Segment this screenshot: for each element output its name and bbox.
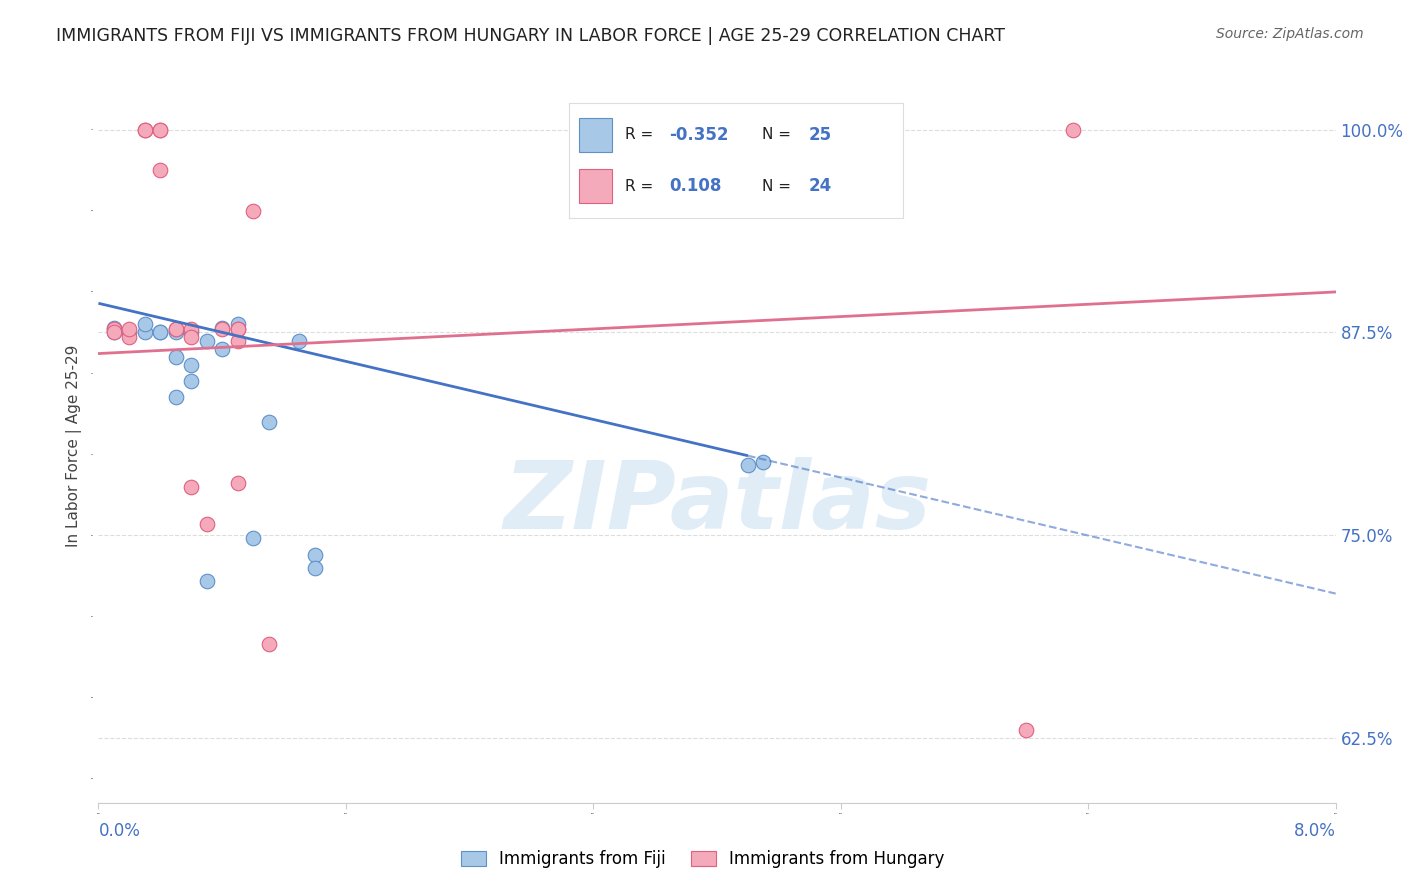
Point <box>103 326 125 340</box>
Point <box>226 322 249 336</box>
Point <box>226 334 249 348</box>
Point <box>226 476 249 491</box>
Point <box>180 479 202 493</box>
Point <box>165 390 187 404</box>
Point <box>242 203 264 218</box>
Point <box>149 163 172 178</box>
Point <box>149 326 172 340</box>
Point <box>180 358 202 372</box>
Point <box>134 326 156 340</box>
Point <box>103 322 125 336</box>
Point <box>134 122 156 136</box>
Point <box>195 334 218 348</box>
Text: IMMIGRANTS FROM FIJI VS IMMIGRANTS FROM HUNGARY IN LABOR FORCE | AGE 25-29 CORRE: IMMIGRANTS FROM FIJI VS IMMIGRANTS FROM … <box>56 27 1005 45</box>
Point <box>288 334 311 348</box>
Point <box>752 455 775 469</box>
Point <box>304 548 326 562</box>
Point <box>180 374 202 388</box>
Point <box>165 326 187 340</box>
Point <box>195 516 218 531</box>
Point <box>211 322 233 336</box>
Point <box>226 318 249 332</box>
Point <box>180 322 202 336</box>
Point <box>242 532 264 546</box>
Y-axis label: In Labor Force | Age 25-29: In Labor Force | Age 25-29 <box>66 345 82 547</box>
Point <box>195 574 218 588</box>
Text: 0.0%: 0.0% <box>98 822 141 840</box>
Point <box>180 326 202 340</box>
Point <box>257 415 280 429</box>
Text: Source: ZipAtlas.com: Source: ZipAtlas.com <box>1216 27 1364 41</box>
Point <box>226 322 249 336</box>
Legend: Immigrants from Fiji, Immigrants from Hungary: Immigrants from Fiji, Immigrants from Hu… <box>454 844 952 875</box>
Point <box>103 320 125 334</box>
Point <box>165 322 187 336</box>
Point <box>1015 723 1038 737</box>
Point <box>180 330 202 344</box>
Point <box>165 350 187 364</box>
Text: ZIPatlas: ZIPatlas <box>503 457 931 549</box>
Point <box>1062 122 1084 136</box>
Point <box>737 458 759 473</box>
Point <box>118 326 141 340</box>
Point <box>149 326 172 340</box>
Point <box>149 122 172 136</box>
Point <box>149 122 172 136</box>
Text: 8.0%: 8.0% <box>1294 822 1336 840</box>
Point <box>118 330 141 344</box>
Point <box>211 320 233 334</box>
Point <box>211 342 233 356</box>
Point <box>257 637 280 651</box>
Point <box>134 318 156 332</box>
Point <box>134 122 156 136</box>
Point <box>165 322 187 336</box>
Point <box>304 560 326 574</box>
Point <box>118 322 141 336</box>
Point <box>103 326 125 340</box>
